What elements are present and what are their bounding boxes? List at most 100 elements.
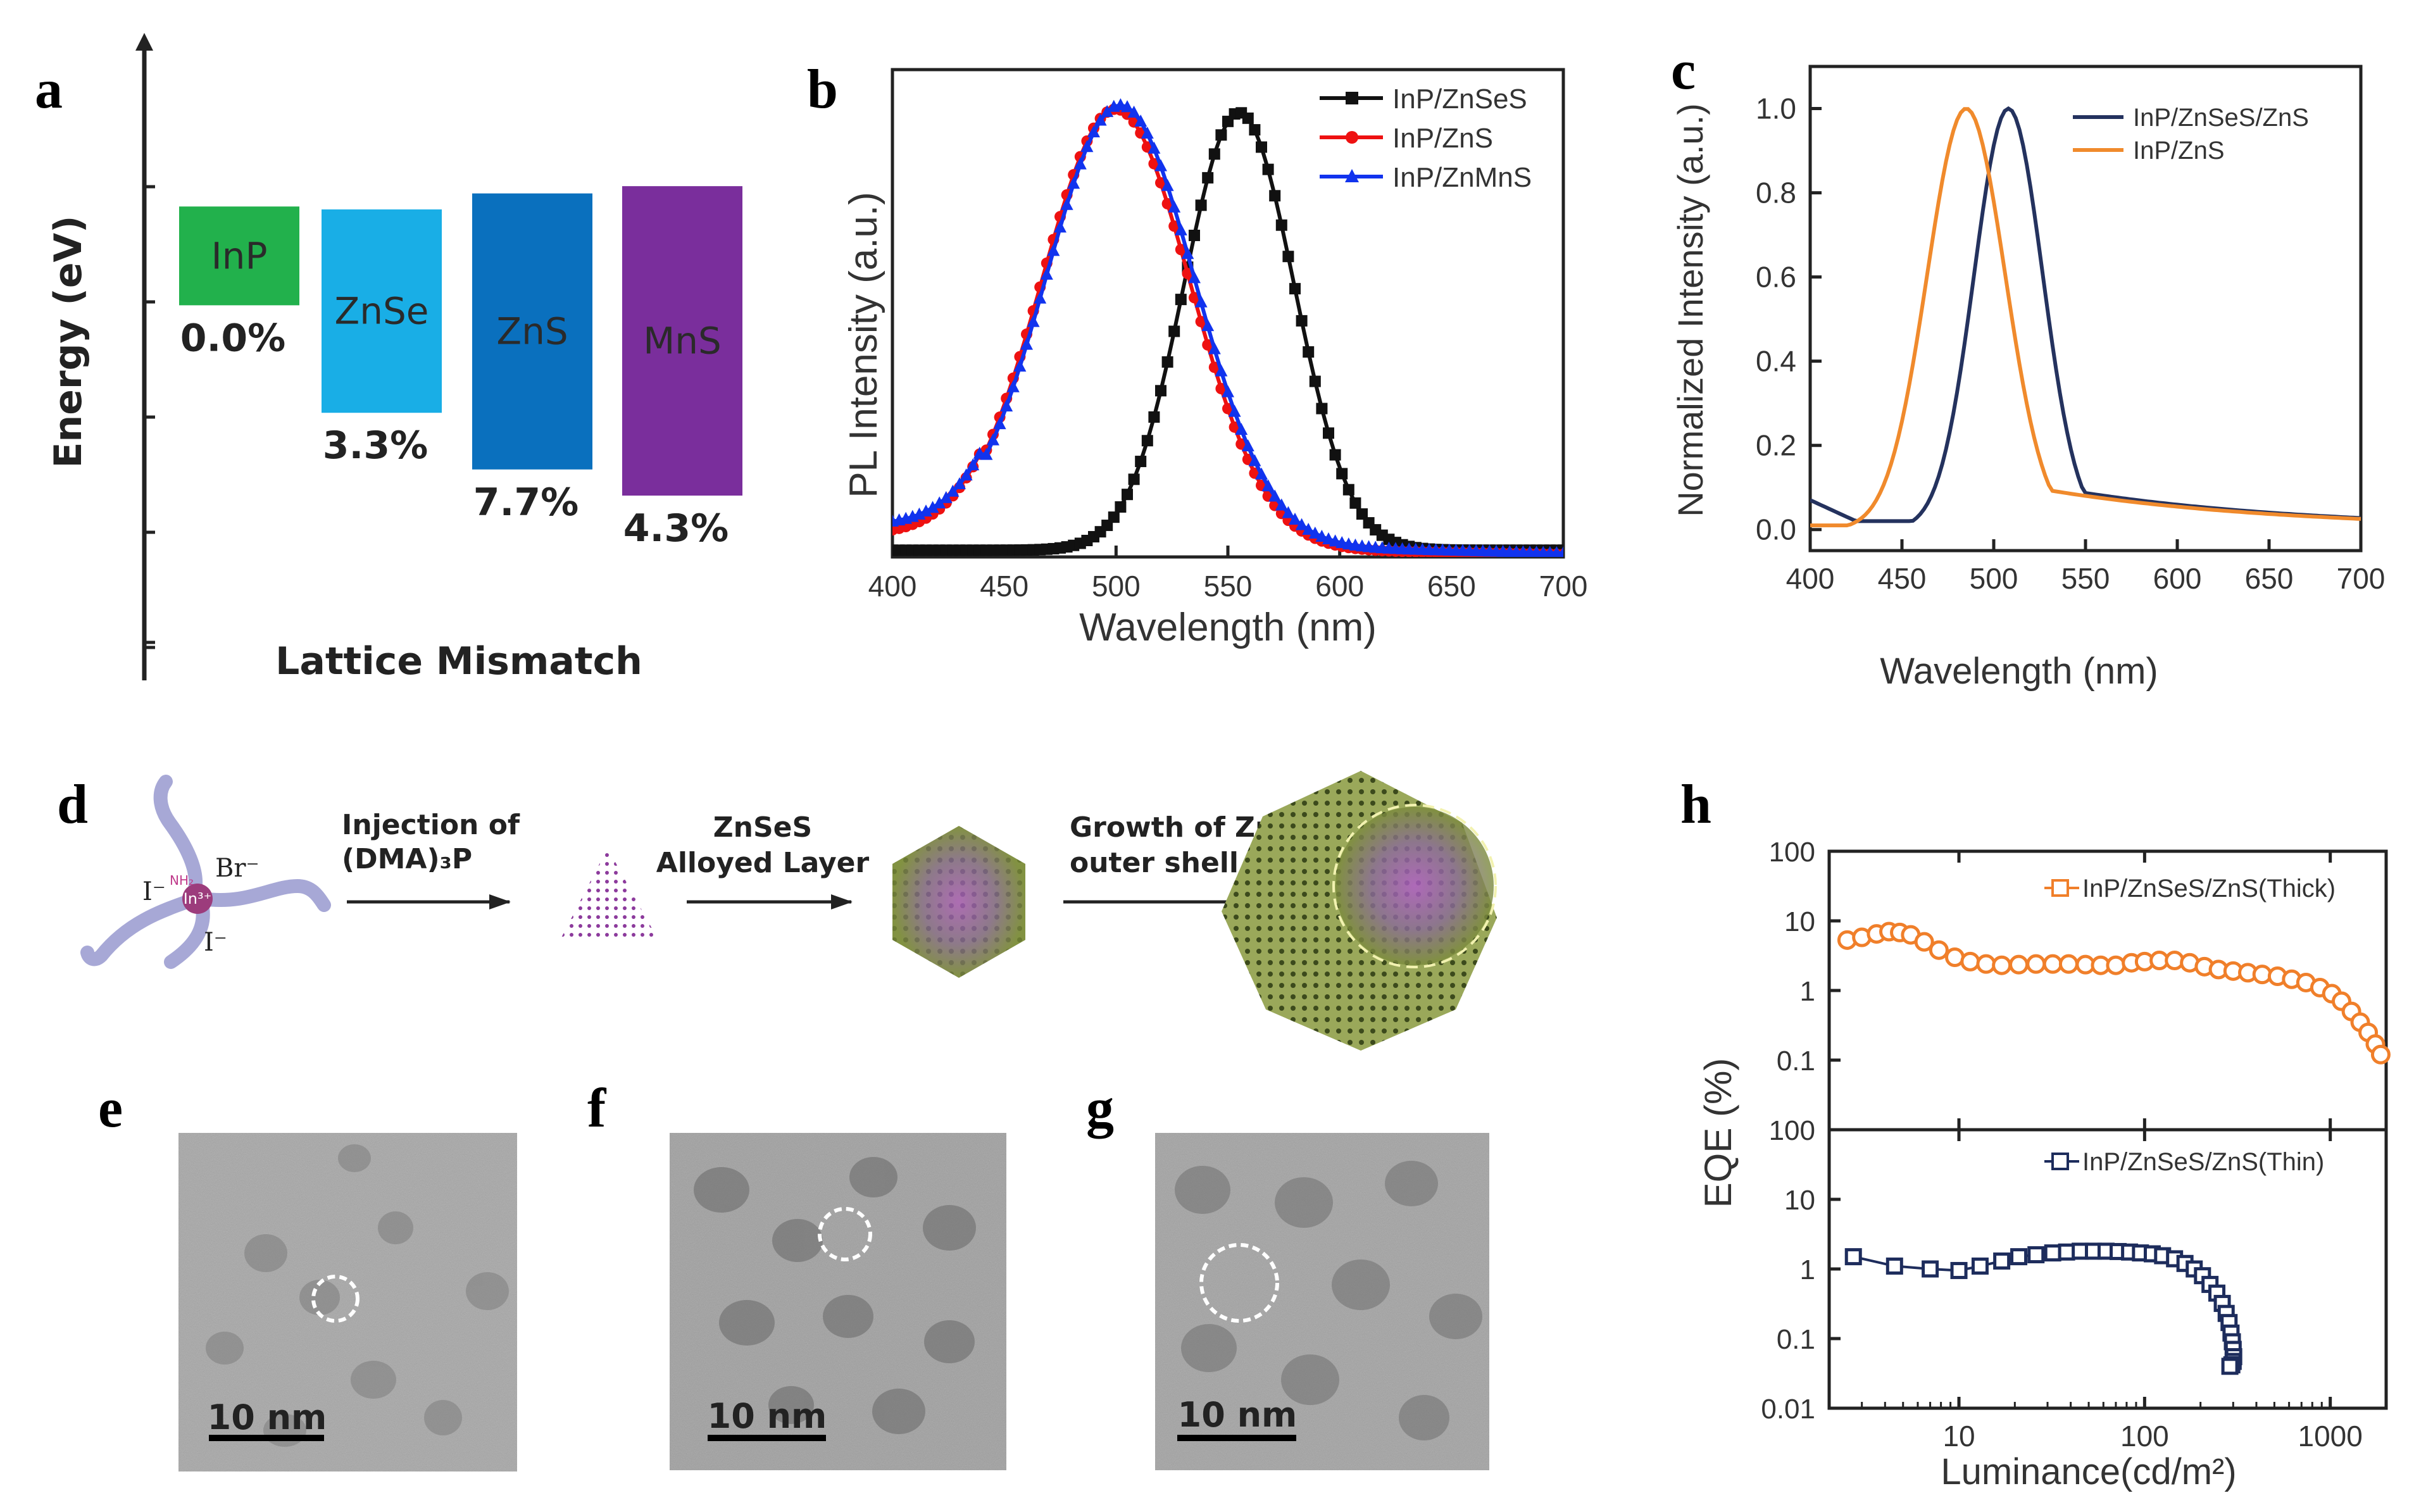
data-point: [1148, 141, 1161, 154]
data-point: [1261, 479, 1275, 492]
axes-ticks-h: 10 100 1000 0.1 1 10 100 0.01 0.1 1 10 100: [1761, 837, 2363, 1453]
data-point: [1101, 104, 1114, 117]
synthesis-schematic: In³⁺ Br⁻ I⁻ I⁻ NH₂ Injection of (DMA)₃P …: [80, 771, 1497, 1051]
y-axis-label-c: Normalized Intensity (a.u.): [1670, 103, 1710, 517]
data-point: [1148, 411, 1160, 423]
indium-label: In³⁺: [184, 890, 212, 908]
amine-label: NH₂: [170, 873, 194, 888]
data-point: [1073, 157, 1087, 170]
y-tick-label: 10: [1784, 906, 1815, 937]
highlighted-qd: [1199, 1243, 1279, 1323]
data-point: [1295, 518, 1308, 530]
data-point: [953, 477, 966, 489]
band-bars: InP 0.0% ZnSe 3.3% ZnS 7.7% MnS 4.3%: [179, 186, 742, 551]
normalized-series: [1810, 106, 2361, 528]
data-point: [1121, 100, 1134, 113]
x-axis-label-c: Wavelength (nm): [1880, 651, 2158, 692]
data-point: [1268, 489, 1282, 502]
energy-axis-ticks: [144, 185, 155, 649]
y-tick-label: 100: [1769, 837, 1815, 868]
panel-label-h: h: [1680, 774, 1711, 835]
data-point: [1241, 439, 1254, 452]
band-label: ZnS: [496, 310, 568, 353]
legend-label: InP/ZnMnS: [1392, 162, 1532, 193]
data-point: [1262, 163, 1274, 175]
energy-axis-arrow-icon: [135, 33, 153, 51]
x-tick-label: 1000: [2298, 1420, 2363, 1453]
mismatch-value: 7.7%: [473, 480, 578, 525]
data-point: [2058, 954, 2079, 974]
pl-series: [892, 98, 1563, 557]
data-point: [1316, 403, 1328, 415]
data-point: [1020, 337, 1033, 350]
data-point: [1181, 247, 1194, 259]
step2-line2: Alloyed Layer: [656, 847, 870, 879]
eqe-luminance-chart: 10 100 1000 0.1 1 10 100 0.01 0.1 1 10 100 InP/ZnSe…: [1697, 837, 2391, 1492]
legend-label: InP/ZnSeS/ZnS: [2133, 104, 2309, 132]
data-point: [1175, 294, 1187, 306]
x-axis-label-b: Wavelength (nm): [1079, 606, 1377, 649]
normalized-pl-chart: 400 450 500 550 600 650 7000.00.20.40.60.81.0 …: [1670, 65, 2386, 692]
data-point: [1309, 375, 1321, 387]
x-tick-label: 700: [2337, 562, 2386, 595]
pl-spectra-chart: 400 450 500 550 600 650 700 InP/ZnSeSInP/ZnSIn…: [842, 68, 1587, 649]
data-point: [993, 417, 1006, 430]
data-point: [1115, 501, 1127, 513]
ligand-chain: [196, 878, 331, 912]
mismatch-value: 0.0%: [180, 316, 285, 360]
core-shell-particle: [1222, 771, 1497, 1051]
data-point: [1215, 129, 1227, 141]
data-point: [1349, 497, 1361, 509]
scale-bar-label: 10 nm: [708, 1396, 827, 1436]
data-point: [1034, 291, 1047, 304]
y-tick-label: 0.0: [1756, 513, 1796, 546]
y-tick-label: 0.01: [1761, 1394, 1815, 1425]
iodide-label-1: I⁻: [142, 877, 166, 906]
x-tick-label: 400: [1786, 562, 1835, 595]
y-tick-label: 0.2: [1756, 429, 1796, 462]
data-point: [1929, 940, 1949, 960]
panel-label-d: d: [57, 774, 88, 835]
data-point: [1255, 467, 1268, 480]
data-point: [1992, 955, 2012, 975]
data-point: [1013, 359, 1027, 372]
data-point: [939, 490, 953, 503]
data-point: [966, 458, 980, 471]
legend-marker: [1346, 131, 1358, 144]
data-point: [1141, 127, 1154, 139]
panel-label-b: b: [807, 59, 838, 120]
x-axis-label-h: Luminance(cd/m²): [1941, 1451, 2236, 1492]
series-line-1: [1810, 107, 2361, 528]
data-point: [1329, 449, 1341, 461]
data-point: [1248, 454, 1261, 466]
data-point: [1289, 512, 1301, 525]
data-point: [1202, 172, 1214, 184]
data-point: [926, 501, 939, 513]
data-point: [1222, 385, 1234, 397]
x-tick-label: 500: [1092, 570, 1141, 603]
legend-marker: [1345, 169, 1359, 182]
data-point: [1296, 315, 1308, 327]
data-point: [2221, 1358, 2239, 1375]
iodide-label-2: I⁻: [204, 928, 227, 957]
indium-complex: In³⁺ Br⁻ I⁻ I⁻ NH₂: [80, 775, 331, 969]
data-point: [1141, 435, 1153, 447]
data-point: [1168, 200, 1181, 213]
band-bar-zns: [472, 193, 592, 470]
x-tick-label: 650: [1427, 570, 1476, 603]
tem-image-g: 10 nm: [1155, 1133, 1489, 1470]
data-point: [980, 447, 993, 460]
data-point: [1067, 177, 1080, 189]
tem-image-f: 10 nm: [670, 1133, 1006, 1470]
data-point: [1195, 199, 1207, 211]
data-point: [2370, 1044, 2391, 1065]
y-tick-label: 0.1: [1777, 1046, 1815, 1077]
panel-label-f: f: [587, 1078, 607, 1139]
data-point: [1228, 404, 1241, 417]
data-point: [1000, 399, 1013, 412]
mismatch-value: 4.3%: [623, 506, 729, 551]
data-point: [1194, 295, 1208, 308]
band-bar-inp: [179, 206, 299, 306]
tem-image-e: 10 nm: [178, 1133, 517, 1471]
